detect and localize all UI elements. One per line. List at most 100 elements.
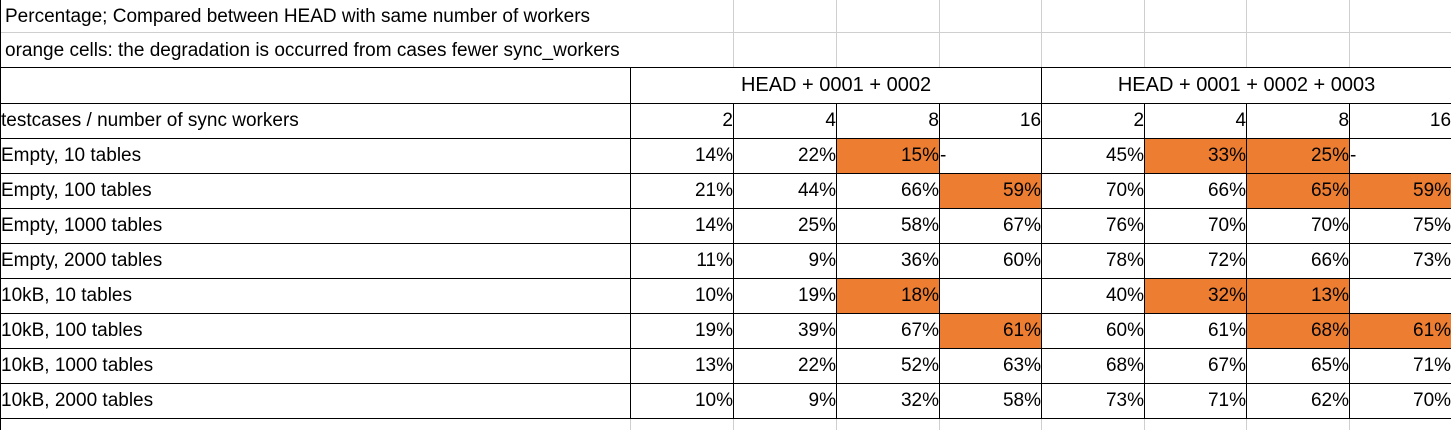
value-cell[interactable]: 36% [836, 243, 940, 279]
value-cell[interactable]: 65% [1246, 348, 1351, 384]
gridline [1144, 418, 1145, 430]
value-cell[interactable]: 76% [1041, 208, 1146, 244]
workers-header-cell[interactable]: 2 [1041, 103, 1146, 139]
degradation-cell[interactable]: 68% [1246, 313, 1351, 349]
row-label[interactable]: Empty, 1000 tables [0, 208, 631, 244]
value-cell[interactable]: 67% [1144, 348, 1248, 384]
degradation-cell[interactable]: 15% [836, 138, 940, 174]
gridline [1144, 0, 1145, 67]
workers-header-cell[interactable]: 16 [1349, 103, 1451, 139]
gridline [1041, 418, 1042, 430]
value-cell[interactable] [938, 278, 1043, 314]
value-cell[interactable]: - [1349, 138, 1451, 174]
gridline [733, 418, 734, 430]
group-header-head-0001-0002-0003[interactable]: HEAD + 0001 + 0002 + 0003 [1041, 67, 1451, 104]
value-cell[interactable]: 70% [1246, 208, 1351, 244]
group-header-row: HEAD + 0001 + 0002 HEAD + 0001 + 0002 + … [0, 67, 1451, 104]
value-cell[interactable]: 73% [1349, 243, 1451, 279]
workers-header-cell[interactable]: 4 [733, 103, 837, 139]
value-cell[interactable]: 78% [1041, 243, 1146, 279]
value-cell[interactable]: - [938, 138, 1043, 174]
value-cell[interactable]: 32% [836, 383, 940, 419]
degradation-cell[interactable]: 59% [938, 173, 1043, 209]
value-cell[interactable]: 14% [630, 208, 734, 244]
value-cell[interactable]: 66% [836, 173, 940, 209]
gridline [630, 418, 631, 430]
value-cell[interactable]: 22% [733, 348, 837, 384]
value-cell[interactable]: 72% [1144, 243, 1248, 279]
value-cell[interactable]: 70% [1041, 173, 1146, 209]
value-cell[interactable]: 39% [733, 313, 837, 349]
gridline [836, 418, 837, 430]
gridline [1246, 0, 1247, 67]
value-cell[interactable]: 9% [733, 383, 837, 419]
value-cell[interactable]: 19% [733, 278, 837, 314]
workers-header-cell[interactable]: 8 [836, 103, 940, 139]
value-cell[interactable]: 58% [836, 208, 940, 244]
value-cell[interactable]: 66% [1144, 173, 1248, 209]
corner-cell[interactable] [0, 67, 631, 104]
value-cell[interactable]: 25% [733, 208, 837, 244]
value-cell[interactable]: 21% [630, 173, 734, 209]
value-cell[interactable]: 67% [938, 208, 1043, 244]
row-label[interactable]: 10kB, 100 tables [0, 313, 631, 349]
note-percentage[interactable]: Percentage; Compared between HEAD with s… [0, 0, 1451, 33]
degradation-cell[interactable]: 32% [1144, 278, 1248, 314]
comparison-table: HEAD + 0001 + 0002 HEAD + 0001 + 0002 + … [0, 67, 1451, 419]
value-cell[interactable]: 61% [1144, 313, 1248, 349]
workers-header-cell[interactable]: 16 [938, 103, 1043, 139]
value-cell[interactable]: 40% [1041, 278, 1146, 314]
value-cell[interactable]: 67% [836, 313, 940, 349]
value-cell[interactable]: 13% [630, 348, 734, 384]
workers-header-row: testcases / number of sync workers 2 4 8… [0, 103, 1451, 139]
gridline [939, 0, 940, 67]
workers-header-cell[interactable]: 4 [1144, 103, 1248, 139]
value-cell[interactable]: 11% [630, 243, 734, 279]
value-cell[interactable]: 70% [1349, 383, 1451, 419]
value-cell[interactable]: 58% [938, 383, 1043, 419]
degradation-cell[interactable]: 18% [836, 278, 940, 314]
degradation-cell[interactable]: 59% [1349, 173, 1451, 209]
value-cell[interactable]: 19% [630, 313, 734, 349]
value-cell[interactable]: 73% [1041, 383, 1146, 419]
degradation-cell[interactable]: 61% [1349, 313, 1451, 349]
degradation-cell[interactable]: 13% [1246, 278, 1351, 314]
value-cell[interactable]: 71% [1144, 383, 1248, 419]
value-cell[interactable]: 10% [630, 278, 734, 314]
value-cell[interactable]: 10% [630, 383, 734, 419]
value-cell[interactable]: 22% [733, 138, 837, 174]
gridline [836, 0, 837, 67]
value-cell[interactable]: 45% [1041, 138, 1146, 174]
value-cell[interactable]: 44% [733, 173, 837, 209]
gridline [733, 0, 734, 67]
row-label[interactable]: 10kB, 10 tables [0, 278, 631, 314]
degradation-cell[interactable]: 61% [938, 313, 1043, 349]
row-label[interactable]: Empty, 10 tables [0, 138, 631, 174]
group-header-head-0001-0002[interactable]: HEAD + 0001 + 0002 [629, 67, 1043, 104]
note-orange-cells[interactable]: orange cells: the degradation is occurre… [5, 39, 620, 61]
value-cell[interactable]: 75% [1349, 208, 1451, 244]
value-cell[interactable]: 70% [1144, 208, 1248, 244]
value-cell[interactable]: 62% [1246, 383, 1351, 419]
degradation-cell[interactable]: 65% [1246, 173, 1351, 209]
value-cell[interactable]: 66% [1246, 243, 1351, 279]
value-cell[interactable]: 14% [630, 138, 734, 174]
value-cell[interactable]: 60% [1041, 313, 1146, 349]
value-cell[interactable]: 68% [1041, 348, 1146, 384]
value-cell[interactable]: 52% [836, 348, 940, 384]
row-label[interactable]: 10kB, 2000 tables [0, 383, 631, 419]
row-label[interactable]: Empty, 2000 tables [0, 243, 631, 279]
value-cell[interactable] [1349, 278, 1451, 314]
row-label[interactable]: Empty, 100 tables [0, 173, 631, 209]
value-cell[interactable]: 71% [1349, 348, 1451, 384]
value-cell[interactable]: 63% [938, 348, 1043, 384]
table-row: 10kB, 10 tables 10% 19% 18% 40% 32% 13% [0, 278, 1451, 314]
row-axis-label[interactable]: testcases / number of sync workers [0, 103, 631, 139]
degradation-cell[interactable]: 25% [1246, 138, 1351, 174]
degradation-cell[interactable]: 33% [1144, 138, 1248, 174]
value-cell[interactable]: 9% [733, 243, 837, 279]
workers-header-cell[interactable]: 2 [630, 103, 734, 139]
value-cell[interactable]: 60% [938, 243, 1043, 279]
workers-header-cell[interactable]: 8 [1246, 103, 1351, 139]
row-label[interactable]: 10kB, 1000 tables [0, 348, 631, 384]
